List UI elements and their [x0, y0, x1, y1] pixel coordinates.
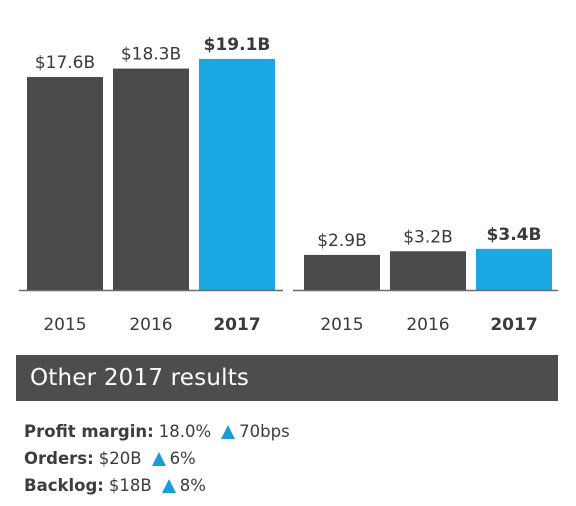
value-label: $18.3B: [121, 45, 181, 65]
results-list: Profit margin: 18.0% 70bps Orders: $20B …: [24, 418, 290, 499]
bar-2016: [390, 251, 466, 290]
metric-label: Orders:: [24, 449, 94, 468]
value-label: $2.9B: [317, 231, 367, 251]
up-triangle-icon: [221, 424, 236, 439]
bar-2015: [304, 254, 380, 290]
metric-value: $20B: [98, 449, 142, 468]
metric-label: Profit margin:: [24, 422, 154, 441]
metric-change: 6%: [169, 449, 196, 468]
results-title: Other 2017 results: [30, 365, 250, 391]
tick-label: 2017: [490, 315, 537, 335]
up-triangle-icon: [151, 451, 166, 466]
value-label: $3.4B: [487, 225, 542, 245]
tick-label: 2015: [43, 315, 86, 335]
value-label: $19.1B: [204, 35, 271, 55]
value-label: $17.6B: [35, 53, 95, 73]
metric-change: 70bps: [239, 422, 290, 441]
up-triangle-icon: [161, 478, 176, 493]
tick-label: 2016: [406, 315, 449, 335]
bar-2017: [476, 248, 552, 290]
results-banner: Other 2017 results: [16, 355, 558, 401]
chart-1: $17.6B 2015 $18.3B 2016 $19.1B 2017: [19, 35, 283, 335]
value-label: $3.2B: [403, 227, 453, 247]
bar-2017: [199, 58, 275, 290]
metric-change: 8%: [179, 476, 206, 495]
metric-backlog: Backlog: $18B 8%: [24, 472, 290, 499]
metric-orders: Orders: $20B 6%: [24, 445, 290, 472]
tick-label: 2015: [320, 315, 363, 335]
tick-label: 2017: [213, 315, 260, 335]
tick-label: 2016: [129, 315, 172, 335]
bar-2016: [113, 68, 189, 290]
metric-value: $18B: [108, 476, 152, 495]
metric-label: Backlog:: [24, 476, 104, 495]
bar-charts: $17.6B2015$18.3B2016$19.1B2017$2.9B2015$…: [19, 35, 558, 335]
chart-2: $2.9B 2015 $3.2B 2016 $3.4B 2017: [293, 225, 558, 335]
metric-value: 18.0%: [158, 422, 212, 441]
metric-profit-margin: Profit margin: 18.0% 70bps: [24, 418, 290, 445]
bar-2015: [27, 77, 103, 290]
